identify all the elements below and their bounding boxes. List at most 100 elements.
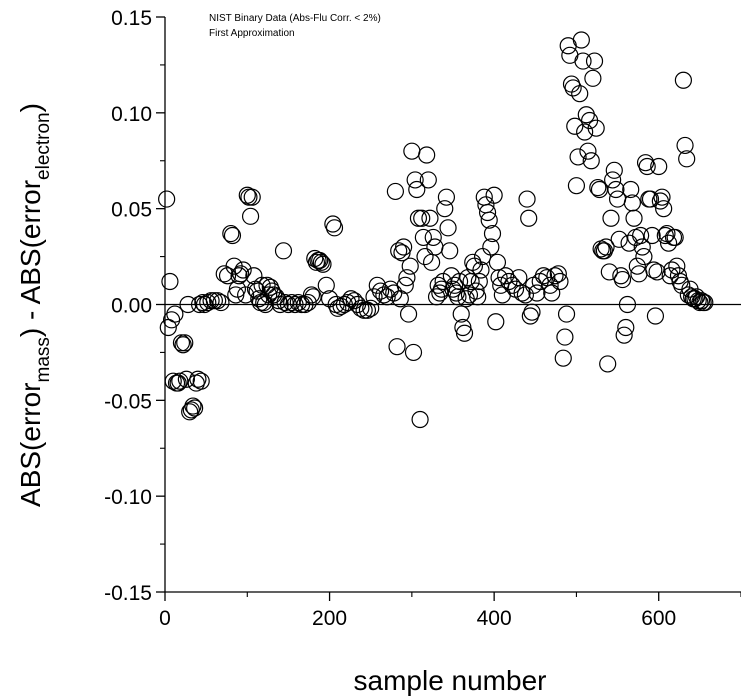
data-point: [222, 224, 240, 243]
data-point: [650, 157, 668, 176]
data-point: [362, 299, 380, 317]
data-point: [240, 188, 258, 206]
data-point: [653, 188, 671, 206]
data-point: [587, 119, 605, 137]
data-point: [628, 257, 646, 275]
data-point: [582, 152, 600, 170]
data-point: [482, 238, 500, 256]
data-point: [615, 326, 633, 344]
data-point: [398, 269, 416, 287]
y-axis-title-part-3: ): [15, 103, 46, 112]
y-tick-label: -0.05: [104, 390, 152, 413]
data-point: [597, 238, 615, 256]
data-point: [212, 293, 230, 312]
data-point: [441, 242, 459, 260]
data-point: [406, 171, 424, 189]
data-point: [371, 282, 390, 300]
data-point: [243, 188, 261, 206]
data-point: [589, 178, 607, 197]
data-point: [604, 171, 622, 189]
data-point: [237, 286, 255, 304]
data-point: [528, 284, 546, 302]
data-point: [556, 328, 574, 346]
data-point: [314, 255, 332, 273]
y-axis-title: ABS(errormass) - ABS(errorelectron): [15, 103, 54, 507]
data-point: [403, 142, 421, 160]
data-point: [401, 257, 419, 275]
data-point: [520, 209, 538, 227]
data-point: [610, 230, 628, 248]
data-point: [567, 177, 586, 195]
y-tick-label: 0.00: [111, 295, 152, 318]
y-tick-label: -0.10: [104, 486, 152, 509]
data-point: [227, 286, 245, 304]
data-point: [230, 267, 248, 285]
data-point: [572, 31, 590, 49]
data-point: [413, 209, 431, 227]
data-point: [421, 209, 439, 227]
data-point: [450, 272, 469, 291]
data-point: [411, 410, 429, 429]
data-point: [166, 305, 184, 323]
data-point: [584, 69, 602, 87]
data-point: [276, 293, 294, 312]
data-point: [538, 269, 556, 287]
data-point: [605, 161, 623, 179]
data-point: [414, 228, 432, 247]
y-tick-label: -0.15: [104, 582, 152, 605]
data-point: [174, 336, 192, 354]
data-point: [686, 290, 704, 308]
data-point: [571, 85, 589, 103]
data-point: [375, 286, 393, 304]
data-point: [557, 305, 576, 323]
data-point: [566, 117, 584, 135]
data-point: [691, 293, 709, 312]
data-point: [659, 234, 678, 252]
y-axis-title-sub-2: electron: [33, 112, 54, 180]
axes: [156, 16, 741, 601]
data-point: [638, 157, 656, 176]
data-point: [656, 226, 674, 245]
y-tick-label: 0.05: [111, 199, 152, 222]
data-point: [602, 209, 620, 227]
data-point: [696, 293, 714, 312]
data-point: [585, 52, 604, 70]
data-point: [194, 293, 212, 312]
data-point: [418, 146, 436, 164]
data-point: [169, 374, 187, 392]
data-point: [189, 370, 207, 388]
data-point: [470, 272, 488, 291]
data-point: [607, 180, 625, 199]
data-point: [576, 123, 594, 141]
data-point: [253, 276, 271, 294]
data-point: [299, 293, 317, 312]
data-point: [546, 267, 564, 285]
data-point: [184, 397, 202, 415]
data-point: [678, 150, 696, 168]
data-point: [419, 171, 437, 189]
data-point: [625, 209, 643, 227]
data-point: [549, 265, 567, 283]
y-axis-title-part-2: ) - ABS(error: [15, 180, 46, 337]
data-point: [617, 318, 635, 337]
data-point: [518, 190, 536, 208]
data-point: [311, 251, 329, 270]
data-point: [643, 226, 661, 245]
data-point: [599, 355, 617, 373]
data-point: [472, 261, 490, 279]
data-point: [645, 261, 663, 279]
data-point: [646, 307, 665, 325]
data-point: [355, 301, 373, 319]
annotation-line-2: First Approximation: [209, 28, 295, 39]
y-tick-label: 0.15: [111, 7, 152, 30]
data-point: [342, 290, 360, 308]
data-point: [648, 263, 666, 281]
data-point: [490, 269, 508, 287]
y-tick-label: 0.10: [111, 103, 152, 126]
x-tick-label: 200: [312, 607, 347, 630]
data-point: [543, 284, 561, 302]
data-point: [404, 343, 423, 362]
data-point: [554, 349, 572, 367]
data-point: [666, 228, 684, 247]
data-point: [232, 265, 250, 283]
